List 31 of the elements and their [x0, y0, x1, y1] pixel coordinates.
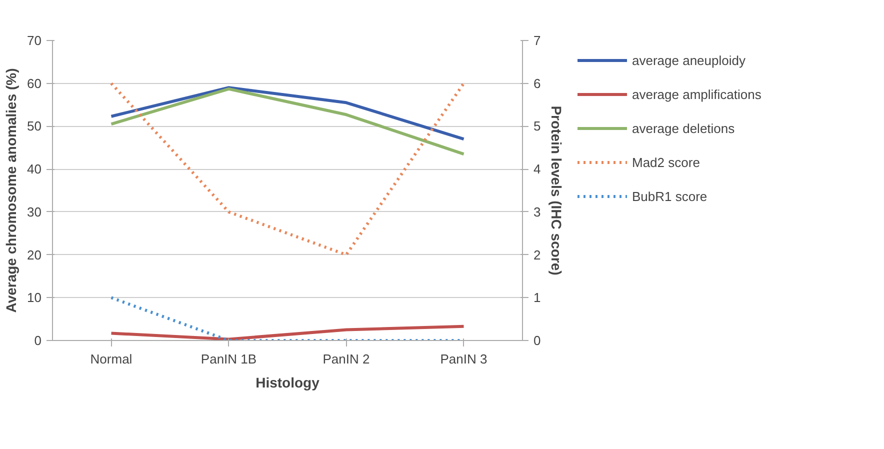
x-axis-title: Histology	[256, 374, 320, 390]
y-tick-label: 0	[34, 333, 42, 348]
x-tick-label: PanIN 3	[440, 352, 488, 366]
y2-axis-title: Protein levels (IHC score)	[548, 106, 565, 276]
legend-label: average aneuploidy	[632, 52, 746, 68]
y-tick-label: 30	[27, 204, 42, 220]
x-tick-label: PanIN 1B	[200, 352, 257, 366]
line-series	[110, 86, 466, 141]
y2-tick-label: 1	[534, 290, 541, 306]
y2-tick-label: 2	[534, 247, 541, 262]
x-tick-label: Normal	[90, 352, 132, 366]
y-tick-label: 40	[27, 162, 42, 177]
y-tick-label: 50	[27, 118, 42, 134]
legend-label: average amplifications	[632, 86, 762, 102]
legend-label: Mad2 score	[632, 154, 700, 170]
x-tick-label: PanIN 2	[322, 352, 370, 366]
legend-label: BubR1 score	[632, 188, 708, 204]
y-tick-label: 70	[27, 33, 42, 48]
legend-label: average deletions	[632, 120, 735, 136]
y-tick-label: 60	[27, 76, 42, 91]
y2-tick-label: 7	[534, 33, 541, 48]
line-series	[110, 324, 466, 340]
y2-tick-label: 5	[534, 118, 541, 134]
y2-tick-label: 4	[534, 162, 541, 177]
y-tick-label: 10	[27, 290, 42, 306]
y-axis-title: Average chromosome anomalies (%)	[3, 68, 20, 313]
y-tick-label: 20	[27, 247, 42, 262]
y2-tick-label: 0	[534, 333, 541, 348]
line-series	[110, 87, 466, 156]
y2-tick-label: 6	[534, 76, 541, 91]
y2-tick-label: 3	[534, 204, 541, 220]
